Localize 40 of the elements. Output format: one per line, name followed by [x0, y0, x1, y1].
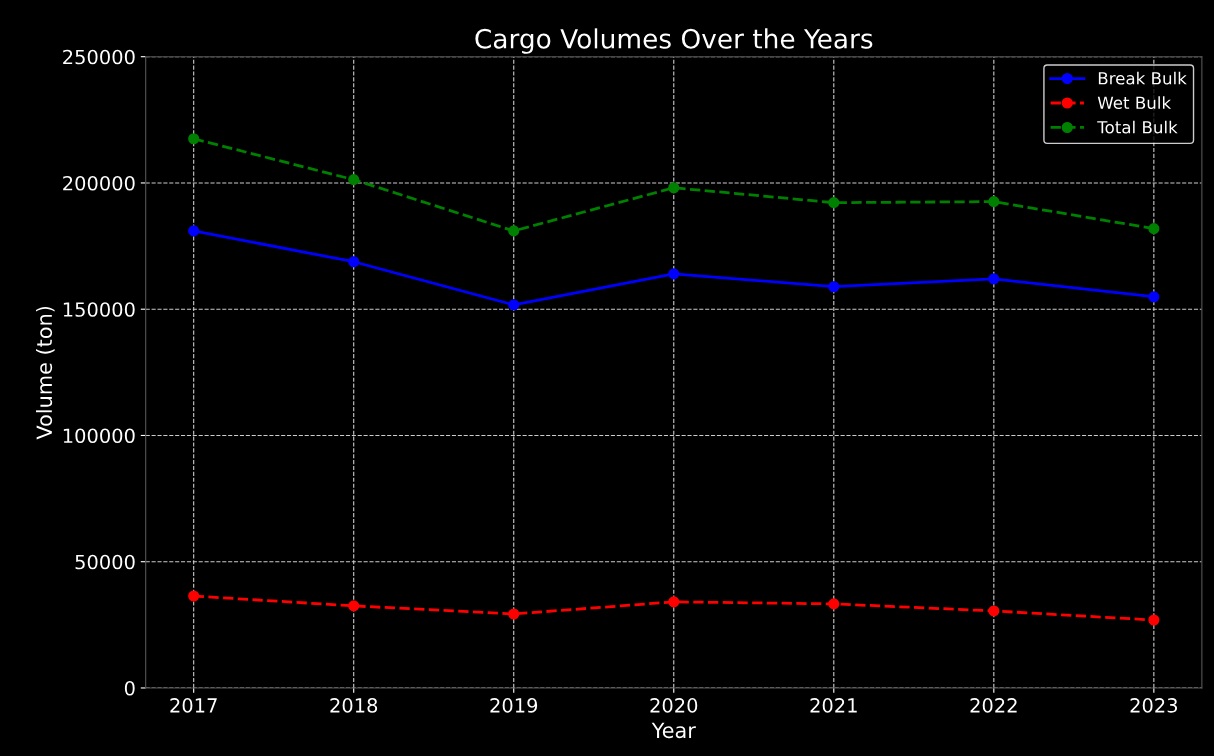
point — [668, 596, 680, 608]
legend-label: Total Bulk — [1097, 120, 1178, 134]
x-axis-title: Year — [651, 722, 696, 739]
x-tick-label: 2022 — [970, 698, 1017, 713]
legend-label: Break Bulk — [1098, 71, 1187, 85]
x-tick-label: 2023 — [1130, 698, 1178, 713]
point — [988, 273, 1000, 285]
point — [828, 598, 840, 610]
point — [668, 182, 680, 194]
point — [988, 605, 1000, 617]
y-tick-label: 0 — [124, 680, 135, 696]
point — [1148, 291, 1160, 303]
point — [188, 590, 200, 602]
y-tick-label: 150000 — [63, 302, 135, 317]
point — [348, 174, 360, 186]
point — [508, 299, 520, 311]
legend-label: Wet Bulk — [1097, 96, 1172, 110]
x-tick-label: 2021 — [810, 698, 857, 713]
point — [508, 225, 520, 237]
point — [188, 225, 200, 237]
y-tick-label: 250000 — [63, 49, 135, 65]
point — [828, 197, 840, 209]
point — [668, 268, 680, 280]
point — [1148, 614, 1160, 626]
point — [508, 608, 520, 620]
point — [828, 281, 840, 293]
chart-title: Cargo Volumes Over the Years — [475, 28, 873, 54]
x-tick-label: 2020 — [650, 698, 698, 713]
point — [1148, 223, 1160, 235]
y-tick-label: 200000 — [63, 175, 135, 191]
point — [348, 600, 360, 612]
y-axis-title: Volume (ton) — [36, 306, 55, 440]
x-tick-label: 2017 — [170, 698, 217, 713]
y-tick-label: 50000 — [75, 554, 135, 570]
point — [348, 256, 360, 268]
point — [188, 133, 200, 145]
point — [988, 196, 1000, 208]
x-tick-label: 2019 — [490, 698, 538, 713]
x-tick-label: 2018 — [330, 698, 378, 713]
y-tick-label: 100000 — [63, 428, 135, 444]
